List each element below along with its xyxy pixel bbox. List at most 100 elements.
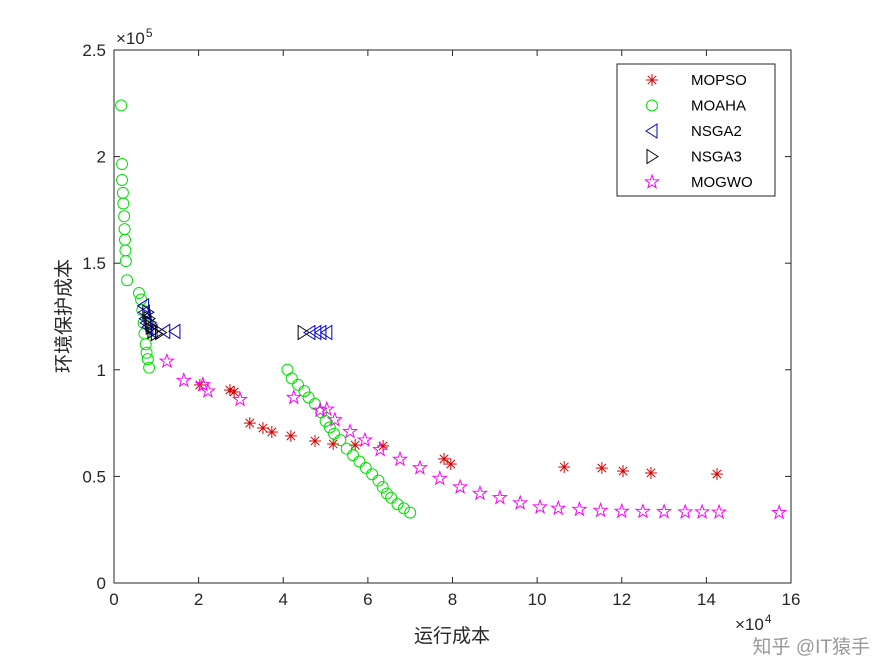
data-point (471, 484, 489, 501)
data-point (571, 500, 588, 517)
data-point (531, 498, 549, 515)
data-point (353, 455, 366, 468)
axis-ticks: 0 2 4 6 8 10 12 14 16 0 0.5 1 1.5 2 2.5 (82, 41, 800, 609)
y-tick-label: 2 (97, 148, 106, 167)
x-tick-label: 8 (448, 590, 457, 609)
data-point (341, 423, 359, 439)
x-tick-label: 6 (363, 590, 372, 609)
x-tick-label: 2 (194, 590, 203, 609)
data-point (617, 465, 630, 478)
data-point (256, 422, 269, 435)
data-point (328, 427, 341, 440)
data-point (121, 274, 134, 287)
legend-label-nsga2: NSGA2 (691, 123, 742, 140)
data-point (143, 361, 156, 374)
x-tick-label: 0 (109, 590, 118, 609)
data-point (116, 174, 129, 187)
data-point (136, 304, 149, 317)
data-point (150, 325, 164, 342)
data-point (319, 324, 333, 341)
data-point (318, 400, 335, 417)
data-point (558, 461, 571, 474)
data-point (284, 429, 297, 442)
data-point (655, 503, 673, 519)
data-point (391, 450, 409, 467)
data-point (313, 324, 327, 341)
data-point (710, 468, 723, 481)
data-point (376, 481, 389, 494)
data-point (117, 197, 130, 210)
data-point (397, 502, 410, 515)
data-point (710, 503, 728, 520)
data-point (285, 372, 298, 385)
data-point (292, 378, 305, 391)
data-point (175, 371, 192, 388)
legend-label-mogwo: MOGWO (691, 174, 753, 191)
legend-marker-moaha (646, 99, 658, 112)
data-point (356, 431, 374, 448)
plot-marks (115, 99, 788, 520)
data-point (119, 244, 132, 257)
data-point (116, 186, 129, 199)
data-point (644, 466, 657, 479)
legend-label-moaha: MOAHA (691, 98, 746, 115)
y-tick-label: 1 (97, 361, 106, 380)
data-point (385, 491, 398, 504)
data-point (359, 461, 372, 474)
data-point (677, 503, 694, 519)
data-point (231, 391, 249, 407)
legend-marker-mogwo (643, 173, 661, 189)
y-tick-label: 1.5 (82, 254, 106, 273)
x-exponent-label: ×10 (735, 615, 764, 634)
data-point (613, 502, 630, 519)
series-mogwo (158, 352, 788, 520)
data-point (340, 442, 353, 455)
y-exponent-superscript: 5 (146, 26, 153, 40)
data-point (140, 346, 153, 359)
data-point (391, 498, 404, 511)
data-point (771, 504, 788, 520)
data-point (297, 324, 311, 341)
data-point (347, 449, 360, 462)
series-nsga3 (142, 304, 311, 342)
y-axis-label: 环境保护成本 (53, 259, 75, 373)
data-point (311, 401, 329, 418)
series-moaha (115, 99, 417, 519)
legend: MOPSO MOAHA NSGA2 NSGA3 MOGWO (616, 63, 776, 197)
legend-label-nsga3: NSGA3 (691, 149, 742, 166)
data-point (372, 441, 389, 457)
data-point (167, 323, 181, 340)
data-point (550, 499, 567, 516)
data-point (327, 437, 340, 450)
data-point (194, 376, 211, 392)
data-point (431, 469, 448, 486)
legend-marker-nsga2 (645, 123, 658, 139)
data-point (155, 324, 168, 341)
x-tick-label: 16 (782, 590, 801, 609)
y-tick-label: 2.5 (82, 41, 106, 60)
data-point (265, 426, 278, 439)
data-point (158, 352, 175, 369)
data-point (119, 233, 132, 246)
data-point (438, 452, 451, 465)
data-point (199, 382, 217, 399)
data-point (366, 468, 379, 481)
data-point (452, 478, 469, 494)
data-point (592, 501, 609, 518)
data-point (228, 385, 241, 398)
data-point (142, 304, 155, 321)
legend-marker-mopso (646, 74, 658, 86)
data-point (404, 506, 417, 519)
data-point (281, 363, 294, 376)
data-point (326, 411, 343, 427)
data-point (491, 489, 508, 505)
data-point (595, 462, 608, 475)
data-point (308, 435, 321, 448)
data-point (298, 385, 311, 398)
data-point (380, 487, 393, 500)
y-tick-label: 0.5 (82, 467, 106, 486)
legend-marker-nsga3 (646, 148, 659, 165)
data-point (118, 210, 131, 223)
data-point (119, 255, 132, 268)
